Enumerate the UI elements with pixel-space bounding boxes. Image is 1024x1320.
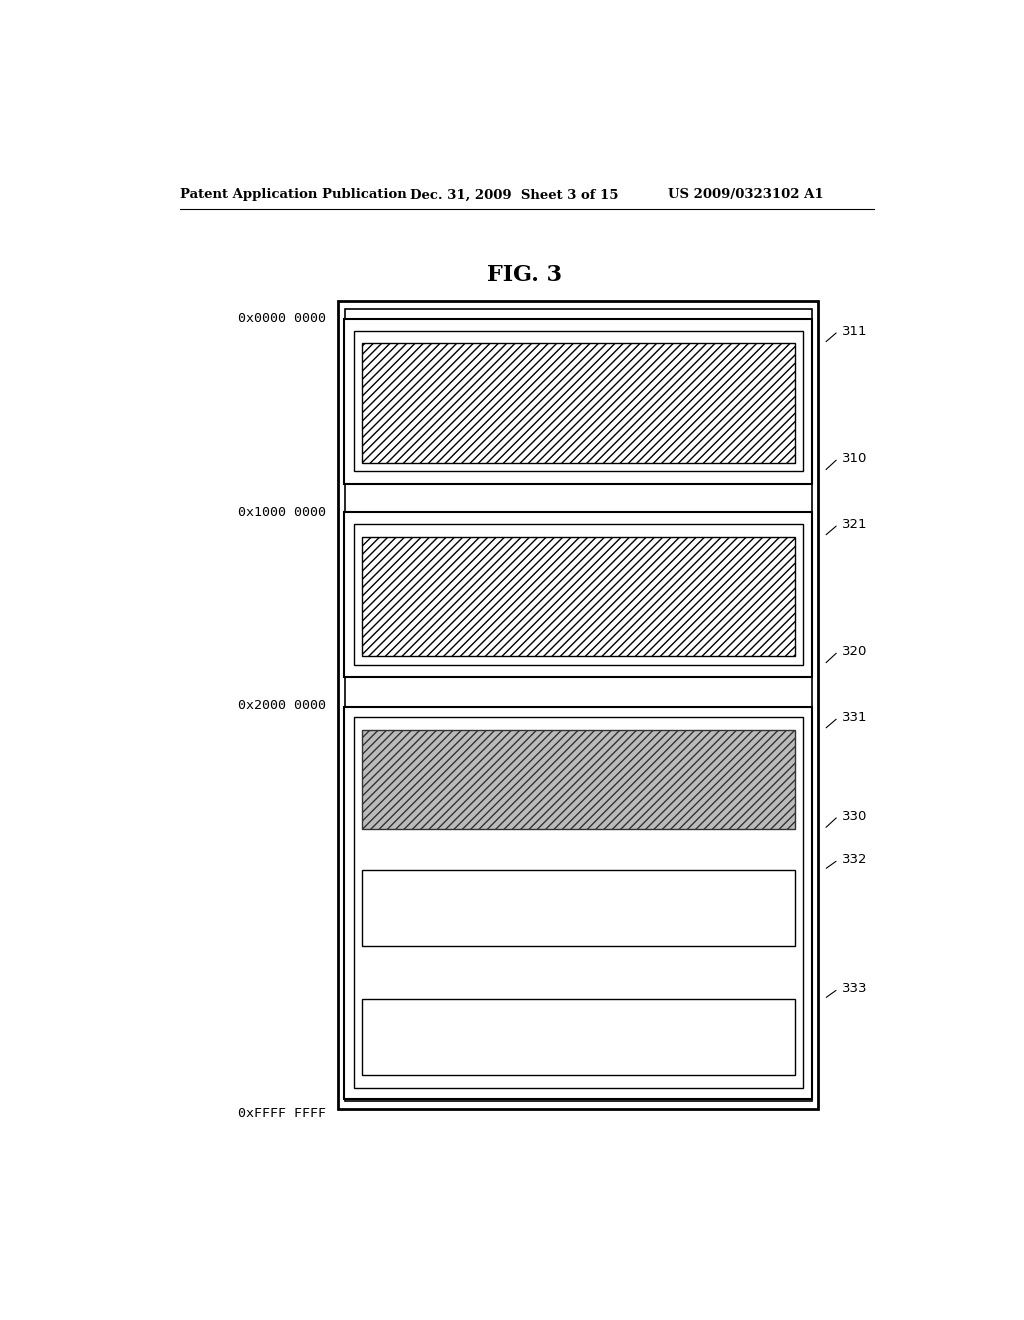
Bar: [362, 870, 795, 946]
Bar: [362, 343, 795, 463]
Text: 332: 332: [842, 853, 867, 866]
Bar: [354, 524, 803, 664]
Text: 330: 330: [842, 809, 867, 822]
Bar: [362, 730, 795, 829]
Bar: [362, 999, 795, 1076]
Text: 331: 331: [842, 711, 867, 723]
Text: 320: 320: [842, 645, 867, 657]
Bar: [354, 718, 803, 1089]
Bar: [344, 512, 812, 677]
Text: Dec. 31, 2009  Sheet 3 of 15: Dec. 31, 2009 Sheet 3 of 15: [410, 189, 618, 202]
Bar: [354, 331, 803, 471]
Bar: [362, 536, 795, 656]
Bar: [344, 319, 812, 483]
Bar: [338, 301, 818, 1109]
Bar: [344, 708, 812, 1098]
Text: 310: 310: [842, 451, 867, 465]
Text: 321: 321: [842, 517, 867, 531]
Text: 0x1000 0000: 0x1000 0000: [239, 506, 327, 519]
Text: 0x2000 0000: 0x2000 0000: [239, 698, 327, 711]
Text: Patent Application Publication: Patent Application Publication: [179, 189, 407, 202]
Text: 0x0000 0000: 0x0000 0000: [239, 313, 327, 326]
Text: 333: 333: [842, 982, 867, 995]
Text: FIG. 3: FIG. 3: [487, 264, 562, 286]
Text: 311: 311: [842, 325, 867, 338]
Text: US 2009/0323102 A1: US 2009/0323102 A1: [668, 189, 823, 202]
Text: 0xFFFF FFFF: 0xFFFF FFFF: [239, 1107, 327, 1121]
Bar: [345, 309, 812, 1101]
